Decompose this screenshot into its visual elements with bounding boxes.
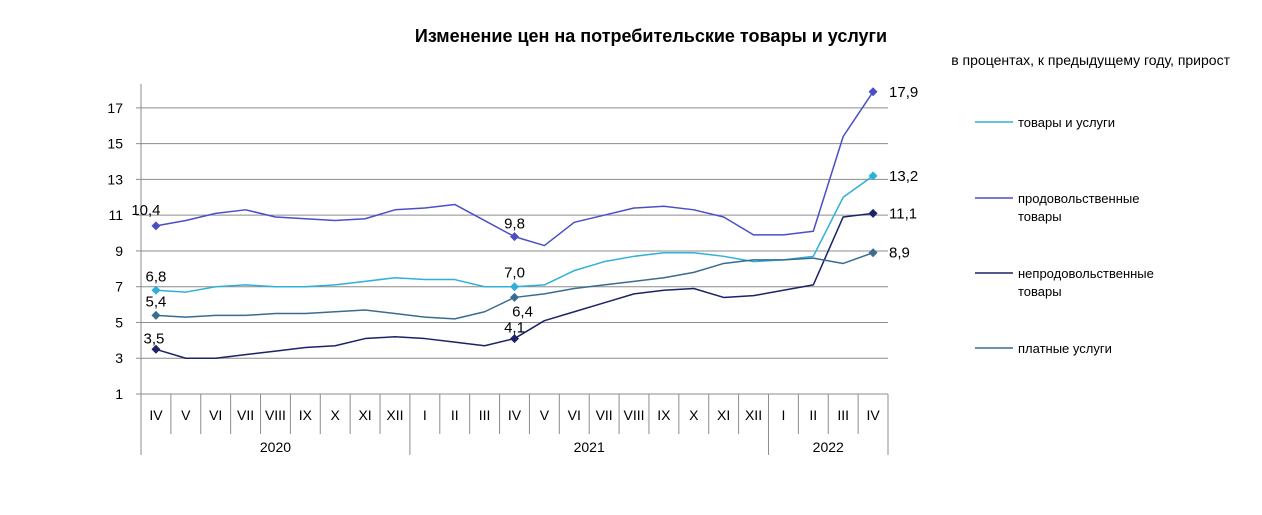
data-labels: 6,8 7,0 13,2 10,4 9,8 17,9 3,5 4,1 11,1 5,4 6,4 8,9 [131,84,918,348]
month-label: XI [717,407,730,423]
legend: товары и услуги продовольственные товары не… [975,115,1154,356]
y-tick-label: 7 [115,279,123,295]
month-label: VII [237,407,254,423]
legend-label: непродовольственные [1018,266,1154,281]
data-point-marker [868,87,878,97]
month-label: XI [358,407,371,423]
y-tick-label: 11 [108,207,123,223]
year-label: 2021 [574,439,605,455]
y-tick-label: 9 [115,243,123,259]
month-label: IV [866,407,880,423]
data-label: 6,8 [146,268,167,285]
data-label: 3,5 [144,330,165,347]
y-tick-label: 1 [115,386,123,402]
month-label: III [837,407,849,423]
chart-subtitle: в процентах, к предыдущему году, прирост [951,52,1230,68]
month-label: V [540,407,550,423]
data-label: 17,9 [889,84,918,101]
data-point-marker [510,232,519,242]
legend-label: платные услуги [1018,341,1112,356]
y-tick-label: 15 [107,136,123,152]
data-point-marker [868,208,878,218]
data-label: 8,9 [889,245,910,262]
legend-label-line2: товары [1018,284,1062,299]
month-label: IX [657,407,671,423]
month-label: II [809,407,817,423]
data-label: 4,1 [504,320,525,337]
y-tick-label: 5 [115,314,123,330]
month-label: I [781,407,785,423]
month-label: IV [508,407,522,423]
month-label: IV [149,407,163,423]
data-point-marker [510,292,519,302]
data-label: 11,1 [889,205,917,222]
data-point-marker [868,171,878,181]
data-label: 13,2 [889,168,918,185]
month-label: II [451,407,459,423]
chart-title: Изменение цен на потребительские товары … [415,26,887,46]
month-label: I [423,407,427,423]
data-point-marker [151,310,161,320]
data-point-marker [868,248,878,258]
month-label: VI [568,407,581,423]
data-label: 10,4 [131,202,160,219]
month-label: V [181,407,191,423]
month-label: III [479,407,491,423]
month-label: IX [299,407,313,423]
month-label: VIII [624,407,645,423]
data-label: 5,4 [146,293,167,310]
data-point-marker [151,285,161,295]
month-label: XII [745,407,762,423]
series [151,87,878,359]
month-label: VII [596,407,613,423]
month-label: XII [386,407,403,423]
legend-label-line2: товары [1018,209,1062,224]
y-tick-label: 17 [107,100,123,116]
year-label: 2020 [260,439,291,455]
y-tick-label: 3 [115,350,123,366]
data-label: 7,0 [504,265,525,282]
data-point-marker [151,344,161,354]
month-label: X [331,407,341,423]
data-point-marker [510,334,519,344]
month-label: X [689,407,699,423]
legend-label: товары и услуги [1018,115,1115,130]
legend-label: продовольственные [1018,191,1139,206]
y-tick-label: 13 [107,171,123,187]
data-point-marker [510,282,519,292]
data-label: 6,4 [512,303,533,320]
data-label: 9,8 [504,216,525,233]
month-label: VIII [265,407,286,423]
data-point-marker [151,221,161,231]
year-label: 2022 [813,439,844,455]
month-label: VI [209,407,222,423]
